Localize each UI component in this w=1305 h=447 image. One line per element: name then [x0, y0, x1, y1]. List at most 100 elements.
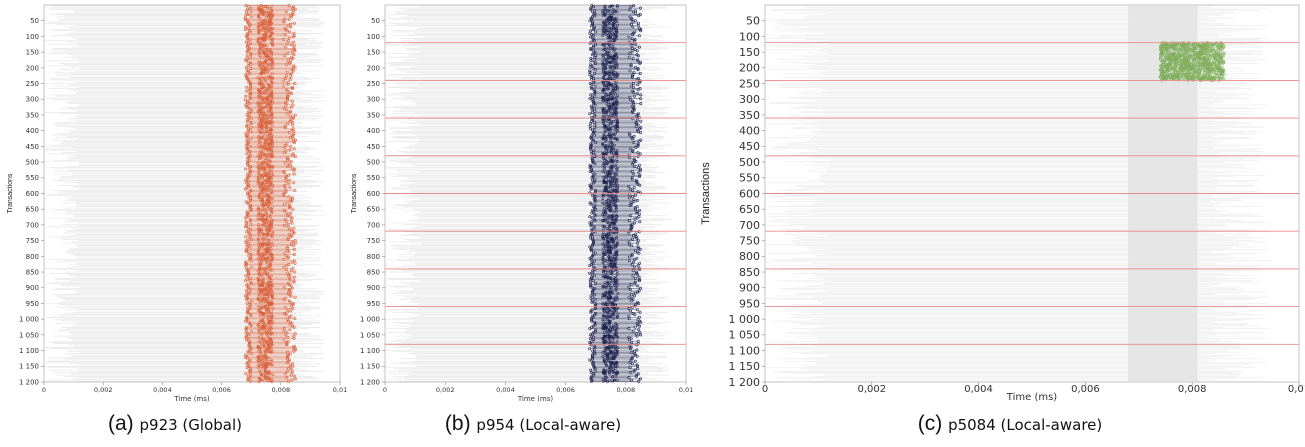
highlight-end-point — [632, 186, 636, 190]
y-tick-label: 300 — [26, 96, 39, 104]
x-tick-label: 0,01 — [333, 386, 347, 394]
highlight-point — [256, 355, 260, 358]
highlight-point — [260, 297, 264, 301]
y-tick-label: 450 — [26, 143, 39, 151]
highlight-end-point — [291, 87, 295, 91]
highlight-point — [263, 376, 267, 379]
highlight-start-point — [248, 92, 252, 96]
highlight-start-point — [590, 152, 594, 156]
highlight-point — [263, 59, 267, 63]
highlight-point — [263, 79, 267, 83]
highlight-point — [258, 340, 262, 344]
highlight-point — [256, 237, 260, 241]
highlight-point — [258, 320, 262, 324]
highlight-point — [262, 217, 266, 221]
highlight-start-point — [247, 345, 251, 349]
highlight-point — [257, 349, 260, 353]
highlight-point — [262, 68, 266, 72]
highlight-point — [257, 123, 261, 126]
highlight-start-point — [246, 163, 250, 167]
highlight-point — [270, 254, 274, 258]
highlight-point — [265, 250, 269, 254]
highlight-end-point — [287, 262, 291, 266]
highlight-point — [257, 376, 261, 380]
y-tick-label: 1 050 — [19, 331, 39, 339]
highlight-point — [261, 235, 265, 239]
highlight-point — [265, 257, 269, 261]
highlight-point — [260, 102, 264, 106]
highlight-point — [265, 289, 268, 293]
highlight-point — [266, 88, 269, 92]
highlight-point — [257, 196, 261, 200]
highlight-point — [256, 304, 260, 308]
y-tick-label: 950 — [26, 300, 39, 308]
highlight-point — [257, 4, 261, 8]
highlight-point — [267, 376, 271, 379]
highlight-point — [265, 117, 269, 121]
highlight-point — [268, 302, 272, 305]
highlight-point — [271, 44, 275, 47]
highlight-point — [267, 147, 271, 151]
highlight-point — [270, 109, 273, 113]
highlight-point — [262, 312, 266, 316]
y-tick-label: 100 — [26, 33, 39, 41]
y-tick-label: 1 100 — [19, 347, 39, 355]
highlight-point — [266, 347, 270, 351]
highlight-point — [269, 225, 273, 229]
highlight-point — [256, 88, 260, 92]
highlight-point — [256, 238, 260, 242]
highlight-point — [257, 109, 260, 113]
highlight-point — [257, 171, 260, 175]
highlight-point — [259, 163, 262, 166]
highlight-point — [262, 76, 266, 80]
highlight-point — [258, 369, 261, 373]
highlight-point — [269, 106, 273, 110]
highlight-point — [271, 284, 274, 288]
highlight-start-point — [244, 167, 248, 171]
highlight-end-point — [288, 78, 292, 82]
highlight-end-point — [635, 180, 639, 184]
highlight-point — [263, 186, 266, 190]
highlight-start-point — [588, 191, 592, 195]
highlight-end-point — [286, 379, 290, 383]
highlight-end-point — [288, 61, 292, 65]
y-tick-label: 350 — [26, 111, 39, 119]
highlight-point — [267, 101, 271, 105]
highlight-start-point — [244, 240, 248, 244]
highlight-point — [260, 71, 264, 75]
highlight-end-point — [639, 29, 643, 33]
highlight-point — [256, 276, 260, 280]
y-tick-label: 650 — [26, 206, 39, 214]
highlight-end-point — [638, 72, 642, 76]
highlight-point — [256, 154, 260, 158]
highlight-point — [268, 23, 272, 27]
highlight-end-point — [636, 154, 640, 158]
highlight-point — [264, 221, 268, 225]
highlight-point — [257, 139, 261, 143]
highlight-end-point — [289, 235, 293, 239]
highlight-start-point — [246, 311, 250, 315]
highlight-point — [268, 170, 272, 173]
highlight-point — [266, 186, 270, 189]
highlight-point — [259, 43, 263, 47]
highlight-point — [264, 291, 268, 295]
highlight-start-point — [244, 372, 248, 376]
highlight-point — [263, 106, 267, 110]
highlight-start-point — [245, 230, 249, 234]
highlight-point — [267, 195, 271, 199]
highlight-point — [269, 56, 273, 60]
highlight-point — [270, 340, 274, 344]
highlight-end-point — [287, 173, 291, 177]
highlight-start-point — [245, 85, 249, 89]
highlight-point — [269, 264, 273, 268]
highlight-end-point — [291, 35, 295, 39]
highlight-point — [259, 173, 263, 177]
highlight-point — [267, 224, 271, 228]
highlight-point — [257, 31, 261, 35]
highlight-point — [257, 329, 261, 333]
highlight-point — [261, 238, 265, 242]
highlight-end-point — [630, 195, 634, 199]
highlight-end-point — [290, 221, 294, 225]
highlight-start-point — [591, 139, 595, 143]
highlight-point — [257, 168, 261, 172]
